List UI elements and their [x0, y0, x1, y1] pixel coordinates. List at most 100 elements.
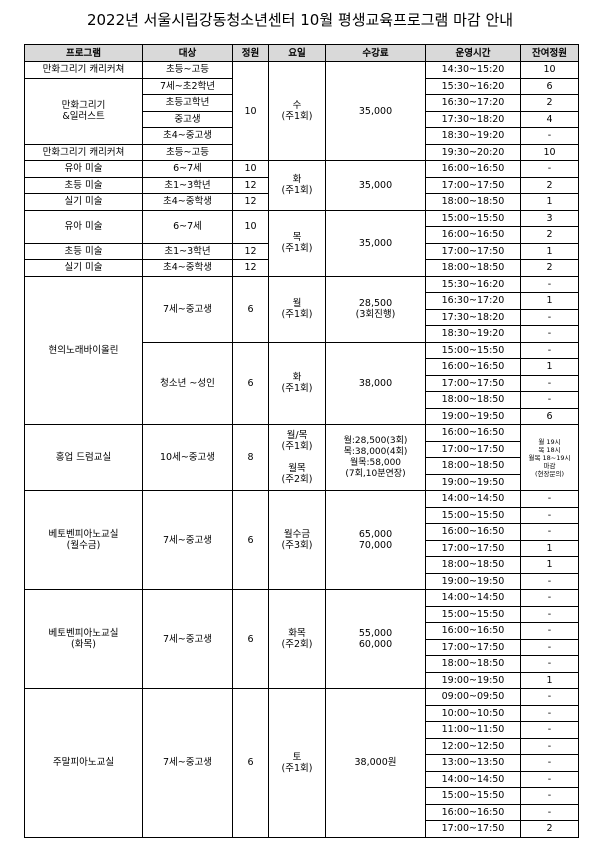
- table-cell: -: [520, 737, 579, 755]
- table-cell: 초등~고등: [142, 143, 233, 161]
- table-cell: 16:00~16:50: [425, 226, 521, 244]
- column-header: 대상: [142, 44, 233, 62]
- table-cell: 현의노래바이올린: [24, 275, 143, 425]
- table-cell: 6~7세: [142, 160, 233, 178]
- table-cell: 16:00~16:50: [425, 622, 521, 640]
- table-cell: -: [520, 374, 579, 392]
- table-row: 현의노래바이올린 7세~중고생 6 월 (주1회) 28,500 (3회진행) 15:30…: [24, 275, 579, 425]
- table-cell: 18:00~18:50: [425, 556, 521, 574]
- table-cell: 1: [520, 242, 579, 260]
- column-header: 요일: [268, 44, 326, 62]
- table-cell: 6: [232, 341, 269, 425]
- table-cell: 화 (주1회): [268, 341, 326, 425]
- table-cell: 월:28,500(3회) 목:38,000(4회) 월목:58,000 (7회,…: [325, 424, 426, 491]
- table-cell: -: [520, 688, 579, 706]
- table-body: 만화그리기 캐리커쳐 초등~고등 10 수 (주1회) 35,000 14:30~15:2…: [24, 61, 579, 838]
- table-cell: 12:00~12:50: [425, 737, 521, 755]
- table-cell: 16:30~17:20: [425, 292, 521, 310]
- table-row: 주말피아노교실 7세~중고생 6 토 (주1회) 38,000원 09:00~09:50-: [24, 688, 579, 838]
- table-cell: 12: [232, 259, 269, 277]
- table-cell: 13:00~13:50: [425, 754, 521, 772]
- table-cell: 초등~고등: [142, 61, 233, 79]
- table-row: 베토벤피아노교실 (월수금) 7세~중고생 6 월수금 (주3회) 65,000 70,…: [24, 490, 579, 590]
- table-cell: -: [520, 523, 579, 541]
- table-row: 17:00~17:50-: [25, 638, 579, 656]
- table-cell: 10: [520, 61, 579, 79]
- table-row: 18:00~18:50 1: [25, 556, 579, 574]
- table-cell: 월 (주1회): [268, 275, 326, 343]
- table-row: 유아 미술 6~7세 10 목 (주1회) 35,000 15:00~15:50 3: [24, 209, 579, 277]
- table-cell: 초등고학년: [142, 94, 233, 112]
- table-cell: 초4~중학생: [142, 259, 233, 277]
- table-cell: 10: [520, 143, 579, 161]
- table-cell: 14:00~14:50: [425, 589, 521, 607]
- table-cell: 초1~3학년: [142, 242, 233, 260]
- table-cell: 16:00~16:50: [425, 803, 521, 821]
- table-cell: 2: [520, 226, 579, 244]
- table-cell: 월/목 (주1회) 월목 (주2회): [268, 424, 326, 491]
- table-cell: 17:00~17:50: [425, 374, 521, 392]
- column-header: 운영시간: [425, 44, 521, 62]
- table-cell: -: [520, 341, 579, 359]
- table-cell: 17:30~18:20: [425, 308, 521, 326]
- table-cell: 16:00~16:50: [425, 523, 521, 541]
- table-row: 17:00~17:50 2: [25, 820, 579, 838]
- table-row: 12:00~12:50-: [25, 737, 579, 755]
- table-cell: 19:00~19:50: [425, 572, 521, 590]
- table-cell: 35,000: [325, 209, 426, 277]
- table-cell: -: [520, 622, 579, 640]
- table-cell: -: [520, 490, 579, 508]
- table-cell: 15:00~15:50: [425, 209, 521, 227]
- table-cell: 15:30~16:20: [425, 77, 521, 95]
- table-cell: 38,000: [325, 341, 426, 425]
- table-cell: 1: [520, 358, 579, 376]
- table-cell: 17:00~17:50: [425, 539, 521, 557]
- column-header: 프로그램: [24, 44, 143, 62]
- table-cell: 19:00~19:50: [425, 407, 521, 425]
- table-cell: 만화그리기 &일러스트: [24, 77, 143, 145]
- column-header: 잔여정원: [520, 44, 579, 62]
- table-cell: 1: [520, 292, 579, 310]
- table-cell: 12: [232, 242, 269, 260]
- table-cell: 55,000 60,000: [325, 589, 426, 689]
- table-cell: 17:00~17:50: [425, 242, 521, 260]
- table-cell: 만화그리기 캐리커쳐: [24, 61, 143, 79]
- table-cell: -: [520, 275, 579, 293]
- table-row: 초등 미술 초1~3학년 12 17:00~17:50 1: [24, 242, 579, 260]
- table-cell: -: [520, 770, 579, 788]
- table-cell: 1: [520, 193, 579, 211]
- table-cell: 유아 미술: [24, 160, 143, 178]
- table-cell: 17:00~17:50: [425, 440, 521, 458]
- table-cell: 베토벤피아노교실 (화목): [24, 589, 143, 689]
- table-row: 14:00~14:50-: [25, 770, 579, 788]
- table-cell: 7세~중고생: [142, 275, 233, 343]
- table-cell: 초1~3학년: [142, 176, 233, 194]
- table-cell: 15:00~15:50: [425, 341, 521, 359]
- table-cell: 6: [520, 77, 579, 95]
- table-cell: -: [520, 308, 579, 326]
- table-cell: 실기 미술: [24, 259, 143, 277]
- table-cell: 14:30~15:20: [425, 61, 521, 79]
- column-header: 수강료: [325, 44, 426, 62]
- table-cell: 16:30~17:20: [425, 94, 521, 112]
- table-row: 15:00~15:50-: [25, 787, 579, 805]
- table-cell: -: [520, 506, 579, 524]
- table-row: 16:00~16:50-: [25, 622, 579, 640]
- table-cell: -: [520, 391, 579, 409]
- table-cell: 38,000원: [325, 688, 426, 838]
- table-cell: 실기 미술: [24, 193, 143, 211]
- table-row: 만화그리기 캐리커쳐 초등~고등 19:30~20:20 10: [24, 143, 579, 161]
- table-cell: 35,000: [325, 61, 426, 161]
- table-cell: 10: [232, 61, 269, 161]
- table-cell: 초등 미술: [24, 176, 143, 194]
- table-cell: 16:00~16:50: [425, 358, 521, 376]
- table-row: 만화그리기 캐리커쳐 초등~고등 10 수 (주1회) 35,000 14:30~15:2…: [24, 61, 579, 161]
- table-cell: 베토벤피아노교실 (월수금): [24, 490, 143, 590]
- table-cell: 목 (주1회): [268, 209, 326, 277]
- table-cell: 홍업 드럼교실: [24, 424, 143, 491]
- table-cell: 8: [232, 424, 269, 491]
- table-cell: 10: [232, 209, 269, 244]
- table-cell: 18:30~19:20: [425, 325, 521, 343]
- table-cell: 2: [520, 176, 579, 194]
- table-cell: 19:30~20:20: [425, 143, 521, 161]
